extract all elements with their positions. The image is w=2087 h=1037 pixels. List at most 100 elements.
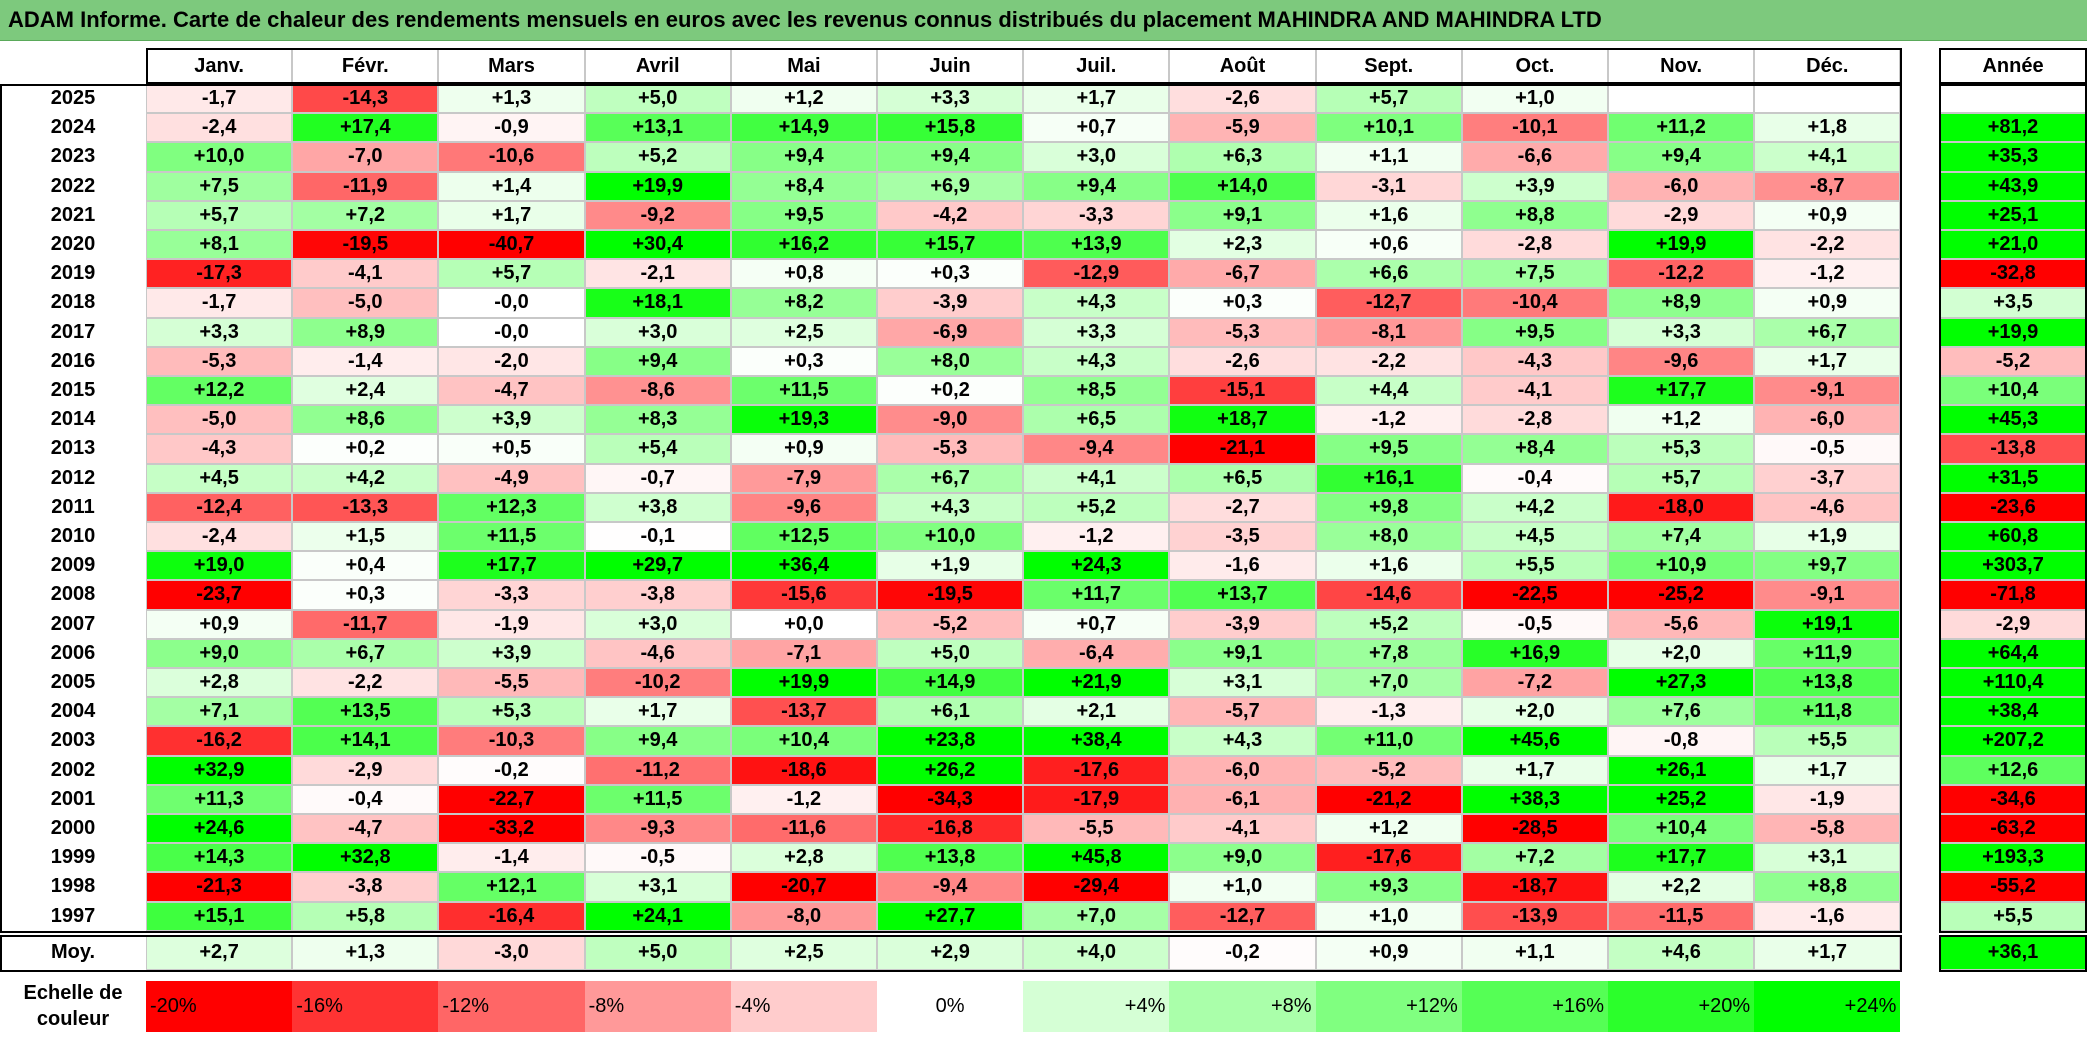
heatmap-cell: +1,7 [1023,84,1170,114]
heatmap-cell: +8,4 [730,171,877,201]
heatmap-cell: +15,8 [877,113,1024,143]
heatmap-cell: -25,2 [1608,580,1755,610]
heatmap-cell: -8,7 [1754,171,1901,201]
heatmap-cell: -5,0 [146,405,293,435]
legend-label: Echelle de couleur [0,980,146,1032]
heatmap-cell: +1,3 [438,84,585,114]
legend-swatch: +24% [1754,981,1901,1032]
heatmap-cell: -3,3 [438,580,585,610]
annual-cell: -23,6 [1939,492,2087,522]
heatmap-cell: -4,6 [1754,492,1901,522]
heatmap-cell: +0,5 [438,434,585,464]
heatmap-cell: +13,9 [1023,230,1170,260]
year-label: 1998 [0,872,146,902]
heatmap-cell: +7,5 [146,171,293,201]
heatmap-cell: +0,7 [1023,609,1170,639]
heatmap-cell: +19,9 [730,668,877,698]
heatmap-cell: +5,3 [438,697,585,727]
heatmap-cell: +5,8 [292,901,439,931]
heatmap-cell: +1,9 [1754,522,1901,552]
heatmap-cell: +9,4 [1608,142,1755,172]
heatmap-cell: +9,7 [1754,551,1901,581]
heatmap-cell: +7,2 [292,200,439,230]
heatmap-cell: +4,4 [1315,376,1462,406]
heatmap-cell: -5,3 [146,346,293,376]
year-label: 2002 [0,755,146,785]
heatmap-cell: +1,4 [438,171,585,201]
heatmap-cell: +8,8 [1461,200,1608,230]
heatmap-cell: +8,4 [1461,434,1608,464]
heatmap-cell: +25,2 [1608,784,1755,814]
heatmap-cell: +11,3 [146,784,293,814]
heatmap-cell: -2,9 [292,755,439,785]
heatmap-cell: +0,3 [292,580,439,610]
heatmap-cell: +6,9 [877,171,1024,201]
average-cell: +2,7 [146,934,293,970]
heatmap-cell: +4,1 [1023,463,1170,493]
average-cell: +2,9 [877,934,1024,970]
legend-label-line: Echelle de [23,982,123,1004]
heatmap-cell: -5,2 [1315,755,1462,785]
annual-cell: +12,6 [1939,755,2087,785]
heatmap-cell: -20,7 [730,872,877,902]
heatmap-cell: +3,1 [1169,668,1316,698]
heatmap-cell: -21,3 [146,872,293,902]
annual-cell: -13,8 [1939,434,2087,464]
heatmap-cell: -0,5 [1754,434,1901,464]
heatmap-cell: +10,0 [146,142,293,172]
heatmap-cell: +10,4 [1608,814,1755,844]
heatmap-cell: +0,2 [877,376,1024,406]
heatmap-cell: -17,3 [146,259,293,289]
heatmap-cell: -19,5 [292,230,439,260]
heatmap-cell: +8,9 [292,317,439,347]
heatmap-cell: +8,1 [146,230,293,260]
heatmap-cell: +13,8 [877,843,1024,873]
heatmap-cell: +3,1 [1754,843,1901,873]
heatmap-cell: -12,7 [1169,901,1316,931]
heatmap-cell: -2,8 [1461,230,1608,260]
heatmap-cell: -1,9 [1754,784,1901,814]
heatmap-cell: +16,9 [1461,638,1608,668]
heatmap-cell: -1,6 [1754,901,1901,931]
heatmap-cell: +5,5 [1461,551,1608,581]
annual-cell: +60,8 [1939,522,2087,552]
heatmap-cell: -10,4 [1461,288,1608,318]
heatmap-cell: +11,2 [1608,113,1755,143]
heatmap-cell: +18,7 [1169,405,1316,435]
heatmap-cell: +10,1 [1315,113,1462,143]
annual-cell: +207,2 [1939,726,2087,756]
legend-swatch: -20% [146,981,293,1032]
year-label: 2005 [0,668,146,698]
annual-cell: +21,0 [1939,230,2087,260]
average-cell: -3,0 [438,934,585,970]
heatmap-cell: +5,7 [438,259,585,289]
annual-cell: +81,2 [1939,113,2087,143]
annual-cell: +110,4 [1939,668,2087,698]
annual-cell: +64,4 [1939,638,2087,668]
heatmap-cell: -1,4 [438,843,585,873]
heatmap-cell: -18,7 [1461,872,1608,902]
heatmap-cell: +2,8 [730,843,877,873]
heatmap-cell: -5,2 [877,609,1024,639]
month-header: Sept. [1315,48,1462,84]
heatmap-cell: -11,6 [730,814,877,844]
heatmap-cell: -2,0 [438,346,585,376]
year-label: 2018 [0,288,146,318]
heatmap-cell: -5,0 [292,288,439,318]
heatmap-cell: -29,4 [1023,872,1170,902]
legend-swatch: 0% [877,981,1024,1032]
annual-cell: +19,9 [1939,317,2087,347]
heatmap-cell: +19,0 [146,551,293,581]
heatmap-cell: +21,9 [1023,668,1170,698]
heatmap-cell: -12,2 [1608,259,1755,289]
heatmap-cell: +12,2 [146,376,293,406]
heatmap-cell: +7,5 [1461,259,1608,289]
heatmap-cell: +13,8 [1754,668,1901,698]
heatmap-cell: +27,3 [1608,668,1755,698]
heatmap-cell: +11,9 [1754,638,1901,668]
heatmap-cell: +5,3 [1608,434,1755,464]
year-label: 2024 [0,113,146,143]
heatmap-cell: +8,5 [1023,376,1170,406]
annual-cell: +193,3 [1939,843,2087,873]
